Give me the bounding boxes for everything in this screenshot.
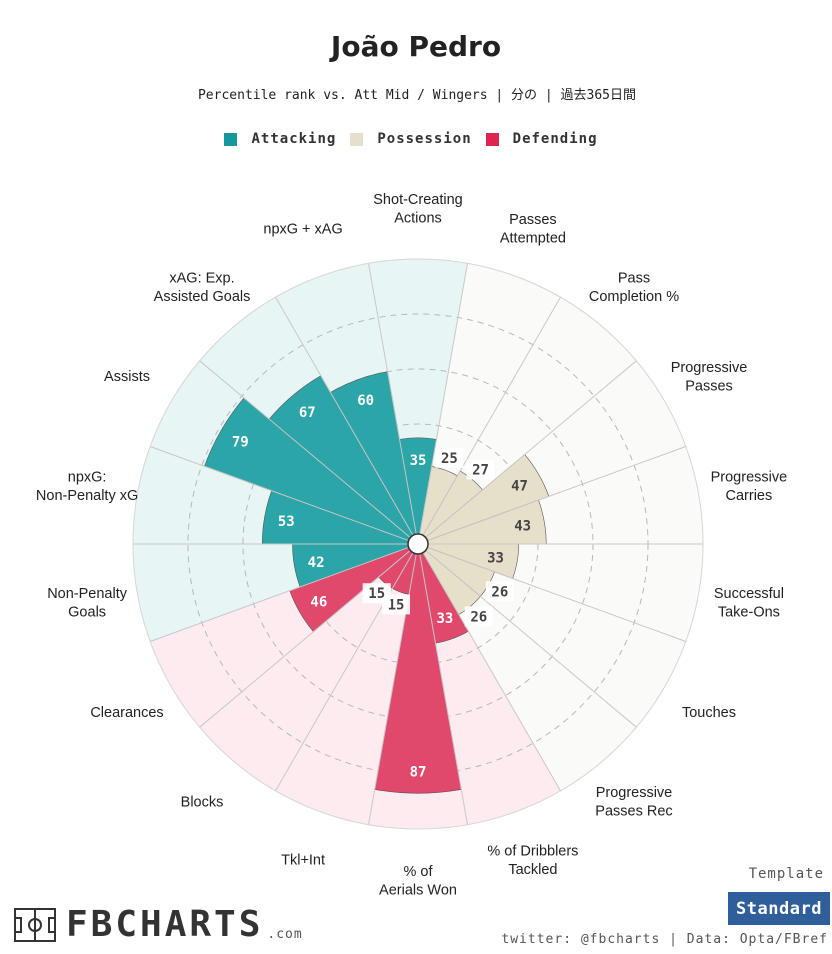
bg-sector-shot-creating-actions [368, 259, 468, 535]
category-label-of-aerials-won: % of Aerials Won [379, 864, 457, 899]
category-label-progressive-carries: Progressive Carries [711, 469, 788, 504]
value-label-npxg-non-penalty-xg: 53 [278, 514, 295, 530]
value-label-clearances: 46 [310, 594, 327, 610]
legend-label-possession: Possession [377, 131, 472, 147]
legend-item-attacking: Attacking [224, 131, 336, 147]
category-label-progressive-passes-rec: Progressive Passes Rec [595, 785, 672, 820]
category-label-npxg-non-penalty-xg: npxG: Non-Penalty xG [36, 469, 138, 504]
category-label-non-penalty-goals: Non-Penalty Goals [47, 586, 128, 621]
value-label-progressive-passes: 47 [511, 478, 528, 494]
legend-swatch-defending [485, 132, 499, 146]
page-title: João Pedro [330, 30, 502, 63]
value-label-progressive-carries: 43 [514, 519, 531, 535]
sector-divider [368, 263, 417, 535]
logo-text: FBCHARTS [66, 904, 264, 945]
value-label-blocks: 15 [368, 586, 385, 602]
category-label-progressive-passes: Progressive Passes [671, 360, 748, 395]
sector-divider [199, 550, 411, 728]
value-label-progressive-passes-rec: 26 [470, 609, 487, 625]
value-label-tkl-int: 15 [388, 597, 405, 613]
sector-divider [150, 446, 409, 542]
template-standard-button[interactable]: Standard [728, 892, 830, 925]
value-label-bg [435, 447, 464, 468]
sector-divider [427, 446, 686, 542]
sector-divider [275, 296, 414, 536]
value-label-passes-attempted: 25 [441, 451, 458, 467]
pitch-icon [14, 905, 56, 945]
sector-divider [422, 296, 561, 536]
category-label-assists: Assists [104, 369, 150, 385]
category-label-successful-take-ons: Successful Take-Ons [714, 586, 784, 621]
value-label-of-aerials-won: 87 [410, 764, 427, 780]
value-label-npxg-xag: 60 [357, 393, 374, 409]
category-label-xag-exp-assisted-goals: xAG: Exp. Assisted Goals [154, 270, 251, 305]
legend-swatch-attacking [224, 132, 238, 146]
chart-subtitle: Percentile rank vs. Att Mid / Wingers | … [197, 88, 637, 103]
center-circle [407, 533, 429, 555]
value-label-pass-completion: 27 [472, 463, 489, 479]
category-label-npxg-xag: npxG + xAG [263, 221, 342, 237]
legend-swatch-possession [350, 132, 364, 146]
bg-sector-blocks [199, 550, 413, 791]
category-label-passes-attempted: Passes Attempted [500, 212, 566, 247]
category-label-shot-creating-actions: Shot-Creating Actions [373, 192, 462, 227]
logo-suffix: .com [267, 926, 303, 942]
sector-dividers [133, 263, 703, 825]
value-label-bg [466, 459, 495, 480]
value-label-assists: 79 [232, 434, 249, 450]
value-label-of-dribblers-tackled: 33 [437, 611, 454, 627]
value-label-successful-take-ons: 33 [487, 551, 504, 567]
legend-label-attacking: Attacking [251, 131, 337, 147]
category-label-touches: Touches [682, 705, 736, 721]
category-label-of-dribblers-tackled: % of Dribblers Tackled [487, 843, 578, 878]
value-label-non-penalty-goals: 42 [308, 555, 325, 571]
credits: twitter: @fbcharts | Data: Opta/FBref [501, 932, 828, 947]
category-label-tkl-int: Tkl+Int [281, 853, 325, 869]
category-label-blocks: Blocks [181, 794, 224, 810]
legend-item-defending: Defending [485, 131, 598, 147]
value-label-shot-creating-actions: 35 [410, 453, 427, 469]
value-label-bg [362, 583, 391, 604]
legend-label-defending: Defending [512, 131, 598, 147]
sector-divider [425, 550, 637, 728]
sector-divider [150, 546, 409, 642]
sector-divider [425, 360, 637, 538]
legend: Attacking Possession Defending [0, 131, 822, 147]
template-label: Template [748, 866, 824, 882]
value-label-bg [464, 606, 493, 627]
category-label-clearances: Clearances [90, 705, 163, 721]
value-label-bg [485, 581, 514, 602]
sector-divider [422, 552, 561, 792]
sector-divider [199, 360, 411, 538]
legend-item-possession: Possession [350, 131, 471, 147]
sector-divider [419, 553, 468, 825]
bg-sector-tkl-int [275, 552, 417, 825]
value-label-touches: 26 [491, 584, 508, 600]
sector-divider [427, 546, 686, 642]
sector-divider [419, 263, 468, 535]
fbcharts-logo: FBCHARTS .com [14, 904, 303, 946]
category-labels: Shot-Creating Actions Passes Attempted Pass C… [36, 192, 787, 899]
category-label-pass-completion: Pass Completion % [589, 270, 679, 305]
value-label-xag-exp-assisted-goals: 67 [299, 405, 316, 421]
